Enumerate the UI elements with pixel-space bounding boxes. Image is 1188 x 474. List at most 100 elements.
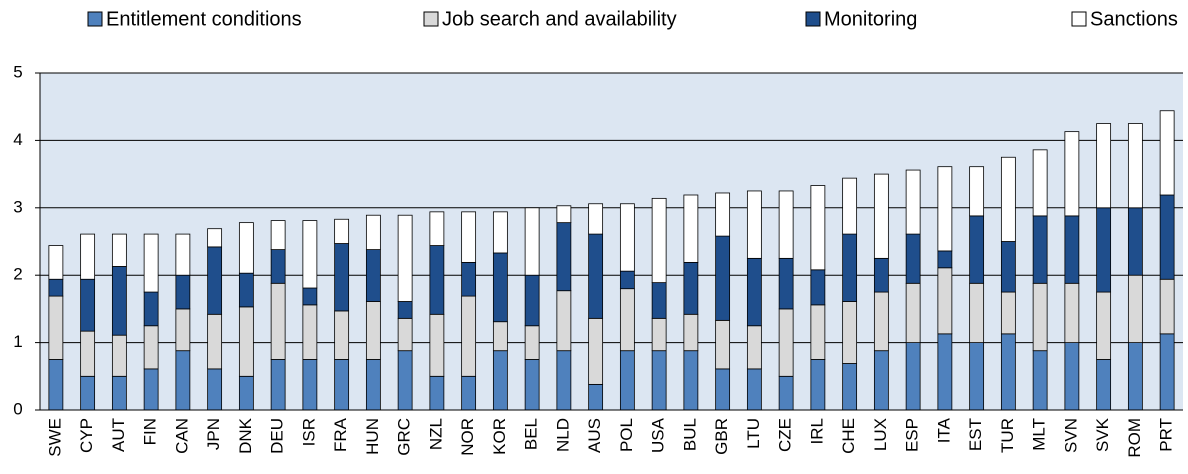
bar-segment: [80, 375, 96, 411]
legend-label: Sanctions: [1090, 8, 1178, 30]
bar-segment: [1159, 278, 1175, 335]
legend-label: Job search and availability: [442, 8, 677, 30]
bar-segment: [588, 383, 604, 411]
bar-segment: [270, 220, 286, 250]
bar-segment: [492, 211, 508, 254]
bar-segment: [1127, 342, 1143, 411]
bar-segment: [1032, 350, 1048, 411]
bar-segment: [302, 304, 318, 360]
bar-segment: [365, 359, 381, 411]
bar-segment: [302, 359, 318, 411]
bar-segment: [111, 334, 127, 377]
bar-segment: [842, 177, 858, 235]
bar-segment: [683, 350, 699, 411]
bar-segment: [302, 220, 318, 289]
bar-segment: [492, 252, 508, 323]
bar-segment: [524, 359, 540, 411]
bar-segment: [1000, 291, 1016, 335]
bar-segment: [207, 246, 223, 315]
bar-segment: [524, 274, 540, 327]
legend-swatch: [87, 11, 103, 27]
bar-segment: [873, 173, 889, 259]
x-tick-label: FRA: [331, 417, 350, 452]
bar-segment: [1127, 207, 1143, 276]
x-tick-label: EST: [966, 418, 985, 451]
bar-segment: [746, 190, 762, 259]
bar-segment: [270, 282, 286, 360]
bar-segment: [175, 350, 191, 411]
legend-swatch: [423, 11, 439, 27]
bar-segment: [778, 375, 794, 411]
x-tick-label: NLD: [553, 418, 572, 452]
bar-segment: [842, 363, 858, 411]
bar-segment: [937, 267, 953, 335]
bar-segment: [619, 203, 635, 272]
bar-segment: [429, 211, 445, 246]
bar-segment: [746, 257, 762, 327]
bar-segment: [111, 375, 127, 411]
bar-segment: [461, 375, 477, 411]
x-tick-label: PRT: [1157, 418, 1176, 452]
x-tick-label: USA: [649, 417, 668, 453]
legend: Entitlement conditions Job search and ava…: [87, 8, 1178, 30]
x-tick-label: LTU: [744, 418, 763, 449]
bar-segment: [969, 166, 985, 217]
legend-label: Monitoring: [824, 8, 917, 30]
bar-segment: [397, 301, 413, 319]
bar-segment: [778, 190, 794, 259]
bar-segment: [778, 257, 794, 310]
bar-segment: [175, 233, 191, 276]
y-tick-label: 3: [13, 197, 22, 216]
bar-segment: [1032, 282, 1048, 352]
y-tick-label: 2: [13, 265, 22, 284]
x-tick-label: CAN: [172, 418, 191, 454]
bar-segment: [492, 321, 508, 352]
x-tick-label: GBR: [712, 418, 731, 455]
legend-swatch: [805, 11, 821, 27]
bar-segment: [1064, 215, 1080, 284]
bar-segment: [778, 308, 794, 377]
bar-segment: [1096, 123, 1112, 209]
x-tick-label: JPN: [204, 418, 223, 450]
x-tick-label: DEU: [268, 418, 287, 454]
x-tick-label: ISR: [299, 418, 318, 446]
bar-segment: [715, 368, 731, 411]
x-tick-label: CYP: [77, 418, 96, 453]
x-tick-label: KOR: [490, 418, 509, 455]
bar-segment: [80, 233, 96, 280]
x-tick-label: ITA: [934, 417, 953, 443]
bar-segment: [238, 222, 254, 274]
bar-segment: [429, 313, 445, 377]
bar-segment: [48, 245, 64, 280]
bar-segment: [365, 301, 381, 360]
bar-segment: [810, 185, 826, 271]
bar-segment: [1000, 156, 1016, 242]
bar-segment: [111, 266, 127, 336]
bar-segment: [111, 233, 127, 267]
bar-segment: [365, 249, 381, 302]
bar-segment: [905, 169, 921, 235]
bar-segment: [556, 222, 572, 292]
x-tick-label: CZE: [776, 418, 795, 452]
bar-segment: [1127, 123, 1143, 209]
bar-segment: [905, 233, 921, 284]
bar-segment: [746, 325, 762, 370]
bar-segment: [334, 359, 350, 411]
bar-segment: [48, 295, 64, 360]
x-tick-label: GRC: [395, 418, 414, 456]
bar-segment: [873, 257, 889, 293]
bar-segment: [969, 215, 985, 284]
y-tick-label: 0: [13, 399, 22, 418]
x-tick-label: NZL: [426, 418, 445, 450]
bar-segment: [429, 375, 445, 411]
bar-segment: [143, 368, 159, 411]
bar-segment: [937, 166, 953, 252]
plot-area: [40, 73, 1183, 410]
bar-segment: [143, 291, 159, 327]
bar-segment: [207, 228, 223, 248]
bar-segment: [746, 368, 762, 411]
bar-segment: [619, 270, 635, 290]
bar-segment: [1064, 342, 1080, 411]
bar-segment: [683, 313, 699, 352]
